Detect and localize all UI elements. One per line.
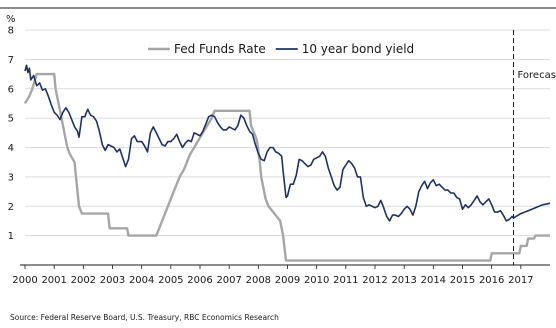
x-tick-label: 2003	[100, 275, 125, 286]
legend-item-label: Fed Funds Rate	[174, 42, 266, 56]
x-tick-label: 2015	[450, 275, 475, 286]
x-tick-label: 2016	[479, 275, 504, 286]
y-tick-label: 8	[8, 26, 14, 37]
y-tick-label: 4	[8, 143, 14, 154]
x-tick-label: 2001	[41, 275, 66, 286]
x-tick-label: 2004	[129, 275, 154, 286]
x-tick-label: 2008	[246, 275, 271, 286]
y-tick-labels: 1 2 3 4 5 6 7 8	[8, 26, 14, 243]
x-tick-label: 2010	[304, 275, 329, 286]
y-tick-label: 2	[8, 202, 14, 213]
grid-lines	[0, 7, 556, 266]
y-tick-label: 5	[8, 114, 14, 125]
forecast-label: Forecast	[518, 70, 556, 81]
bond-yield-line	[24, 64, 551, 222]
x-tick-label: 2007	[216, 275, 241, 286]
forecast-marker: Forecast	[513, 30, 556, 265]
y-tick-label: 1	[8, 231, 14, 242]
y-tick-label: 3	[8, 172, 14, 183]
x-tick-label: 2009	[275, 275, 300, 286]
x-tick-label: 2014	[421, 275, 446, 286]
source-note: Source: Federal Reserve Board, U.S. Trea…	[10, 313, 279, 322]
x-tick-label: 2006	[187, 275, 212, 286]
legend: Fed Funds Rate 10 year bond yield	[148, 42, 414, 56]
x-tick-label: 2012	[362, 275, 387, 286]
y-unit-label: %	[6, 14, 16, 25]
series-lines	[23, 64, 551, 262]
x-tick-label: 2005	[158, 275, 183, 286]
y-tick-label: 7	[8, 55, 14, 66]
x-tick-labels: 2000 2001 2002 2003 2004 2005 2006 2007 2008 2009…	[12, 265, 534, 286]
y-tick-label: 6	[8, 84, 14, 95]
x-tick-label: 2002	[71, 275, 96, 286]
legend-item-label: 10 year bond yield	[302, 42, 414, 56]
x-tick-label: 2000	[12, 275, 37, 286]
x-tick-label: 2011	[333, 275, 358, 286]
fed-funds-rate-line	[23, 72, 550, 262]
x-tick-label: 2017	[508, 275, 533, 286]
x-tick-label: 2013	[391, 275, 416, 286]
